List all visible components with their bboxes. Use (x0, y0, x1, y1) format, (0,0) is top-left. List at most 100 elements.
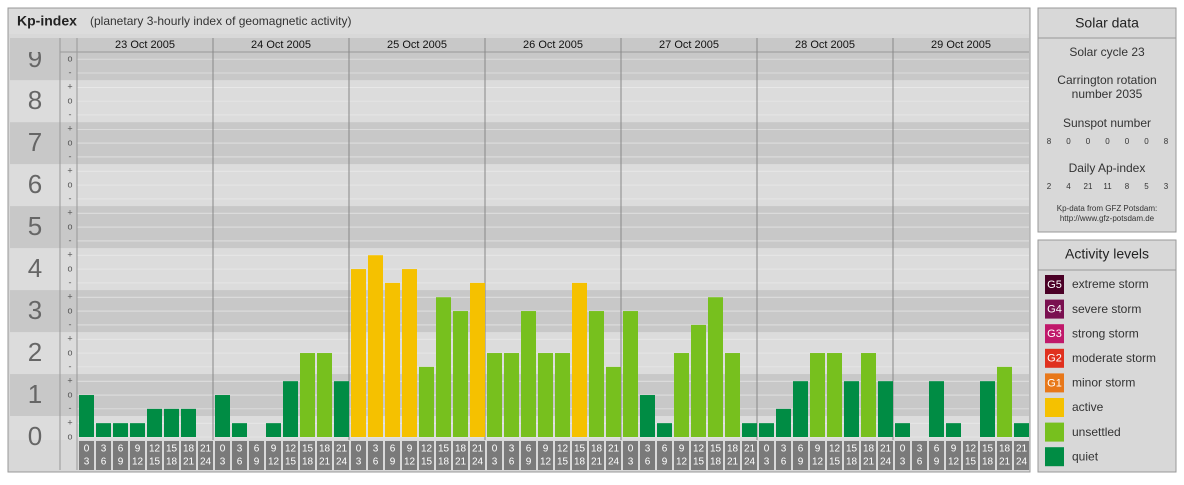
hour-start: 18 (591, 444, 603, 455)
hour-start: 0 (900, 444, 906, 455)
source: http://www.gfz-potsdam.de (1060, 214, 1155, 223)
hour-start: 21 (1016, 444, 1028, 455)
hour-start: 0 (492, 444, 498, 455)
sunspot-value: 0 (1066, 137, 1071, 146)
hour-start: 6 (662, 444, 668, 455)
sunspot-value: 8 (1047, 137, 1052, 146)
hour-start: 15 (302, 444, 314, 455)
chart-title: Kp-index (17, 13, 77, 29)
minor-tick-label: o (67, 389, 72, 399)
hour-box (215, 441, 230, 470)
legend-label: active (1072, 400, 1104, 414)
hour-start: 21 (472, 444, 484, 455)
ap-title: Daily Ap-index (1069, 161, 1146, 175)
legend-label: unsettled (1072, 425, 1121, 439)
legend-swatch (1045, 398, 1064, 417)
y-tick-label: 6 (28, 169, 42, 199)
hour-end: 3 (628, 457, 634, 468)
hour-box (844, 441, 859, 470)
ap-value: 11 (1103, 182, 1112, 191)
hour-end: 6 (101, 457, 107, 468)
hour-start: 9 (135, 444, 141, 455)
legend-swatch (1045, 275, 1064, 294)
hour-start: 3 (101, 444, 107, 455)
hour-end: 3 (492, 457, 498, 468)
hour-end: 18 (846, 457, 858, 468)
minor-tick-label: o (67, 347, 72, 357)
panel-title: Activity levels (1065, 246, 1149, 262)
hour-start: 21 (200, 444, 212, 455)
hour-box (946, 441, 961, 470)
ap-value: 3 (1164, 182, 1169, 191)
bar (283, 381, 298, 437)
hour-end: 3 (220, 457, 226, 468)
hour-end: 18 (438, 457, 450, 468)
day-label: 25 Oct 2005 (387, 39, 447, 51)
hour-box (793, 441, 808, 470)
hour-box (861, 441, 876, 470)
hour-box (504, 441, 519, 470)
hour-end: 15 (693, 457, 705, 468)
y-tick-label: 8 (28, 85, 42, 115)
minor-tick-label: - (69, 403, 72, 413)
hour-end: 12 (948, 457, 960, 468)
bar (368, 255, 383, 437)
y-tick-label: 5 (28, 211, 42, 241)
y-tick-label: 0 (28, 421, 42, 451)
hour-box (283, 441, 298, 470)
hour-box (487, 441, 502, 470)
hour-end: 12 (540, 457, 552, 468)
bar (470, 282, 485, 437)
hour-box (113, 441, 128, 470)
hour-end: 21 (455, 457, 467, 468)
hour-start: 15 (710, 444, 722, 455)
hour-end: 12 (404, 457, 416, 468)
minor-tick-label: - (69, 109, 72, 119)
hour-start: 12 (149, 444, 161, 455)
minor-tick-label: o (67, 54, 72, 64)
minor-tick-label: - (69, 319, 72, 329)
hour-box (895, 441, 910, 470)
hour-start: 12 (285, 444, 297, 455)
hour-box (1014, 441, 1029, 470)
bar (980, 381, 995, 437)
hour-box (96, 441, 111, 470)
legend-label: severe storm (1072, 302, 1141, 316)
minor-tick-label: + (67, 208, 72, 218)
hour-start: 18 (455, 444, 467, 455)
hour-end: 15 (557, 457, 569, 468)
minor-tick-label: + (67, 418, 72, 428)
legend-label: extreme storm (1072, 277, 1149, 291)
hour-end: 18 (302, 457, 314, 468)
hour-end: 3 (900, 457, 906, 468)
hour-box (572, 441, 587, 470)
minor-tick-label: - (69, 277, 72, 287)
bar (521, 311, 536, 437)
day-label: 28 Oct 2005 (795, 39, 855, 51)
hour-box (657, 441, 672, 470)
hour-end: 21 (591, 457, 603, 468)
legend-swatch (1045, 299, 1064, 319)
bar (759, 423, 774, 437)
hour-end: 9 (662, 457, 668, 468)
hour-end: 12 (812, 457, 824, 468)
hour-start: 9 (815, 444, 821, 455)
bar (113, 423, 128, 437)
hour-end: 24 (336, 457, 348, 468)
hour-start: 18 (727, 444, 739, 455)
carrington: Carrington rotation (1057, 73, 1156, 87)
legend-label: quiet (1072, 449, 1099, 463)
y-tick-label: 7 (28, 127, 42, 157)
band (10, 416, 1029, 440)
hour-box (708, 441, 723, 470)
day-label: 29 Oct 2005 (931, 39, 991, 51)
legend-label: minor storm (1072, 376, 1135, 390)
minor-tick-label: - (69, 151, 72, 161)
hour-end: 15 (829, 457, 841, 468)
bar (674, 353, 689, 437)
hour-box (164, 441, 179, 470)
legend-swatch (1045, 422, 1064, 442)
hour-start: 15 (982, 444, 994, 455)
hour-start: 6 (526, 444, 532, 455)
minor-tick-label: - (69, 235, 72, 245)
